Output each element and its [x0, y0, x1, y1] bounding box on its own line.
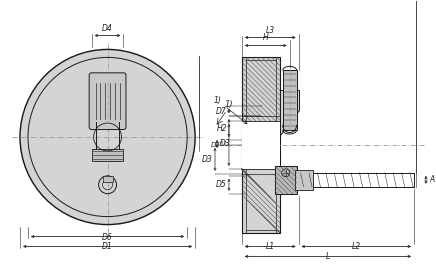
Text: L2: L2: [352, 243, 361, 251]
Bar: [92, 149, 123, 161]
Text: D1: D1: [102, 243, 113, 251]
Text: D3: D3: [202, 155, 213, 164]
Bar: [283, 70, 296, 130]
Circle shape: [20, 50, 195, 225]
Bar: [295, 170, 313, 190]
Text: 1): 1): [214, 96, 247, 124]
Text: D6: D6: [102, 233, 113, 241]
Bar: [242, 121, 279, 169]
Text: A: A: [429, 175, 434, 184]
Text: D3: D3: [220, 139, 231, 149]
Text: L: L: [326, 252, 330, 262]
Text: L1: L1: [266, 243, 275, 251]
Text: L3: L3: [266, 26, 275, 35]
FancyBboxPatch shape: [89, 73, 126, 130]
Bar: [275, 166, 296, 194]
Text: D4: D4: [102, 24, 113, 32]
Bar: [242, 57, 279, 233]
Polygon shape: [279, 90, 299, 135]
Text: 1): 1): [225, 100, 234, 109]
Text: D7: D7: [216, 107, 227, 116]
Text: D2ᴴ⁷: D2ᴴ⁷: [211, 142, 227, 148]
Text: H2: H2: [216, 123, 227, 133]
Text: D5: D5: [216, 180, 227, 189]
Bar: [102, 176, 112, 182]
Text: H: H: [263, 34, 269, 42]
